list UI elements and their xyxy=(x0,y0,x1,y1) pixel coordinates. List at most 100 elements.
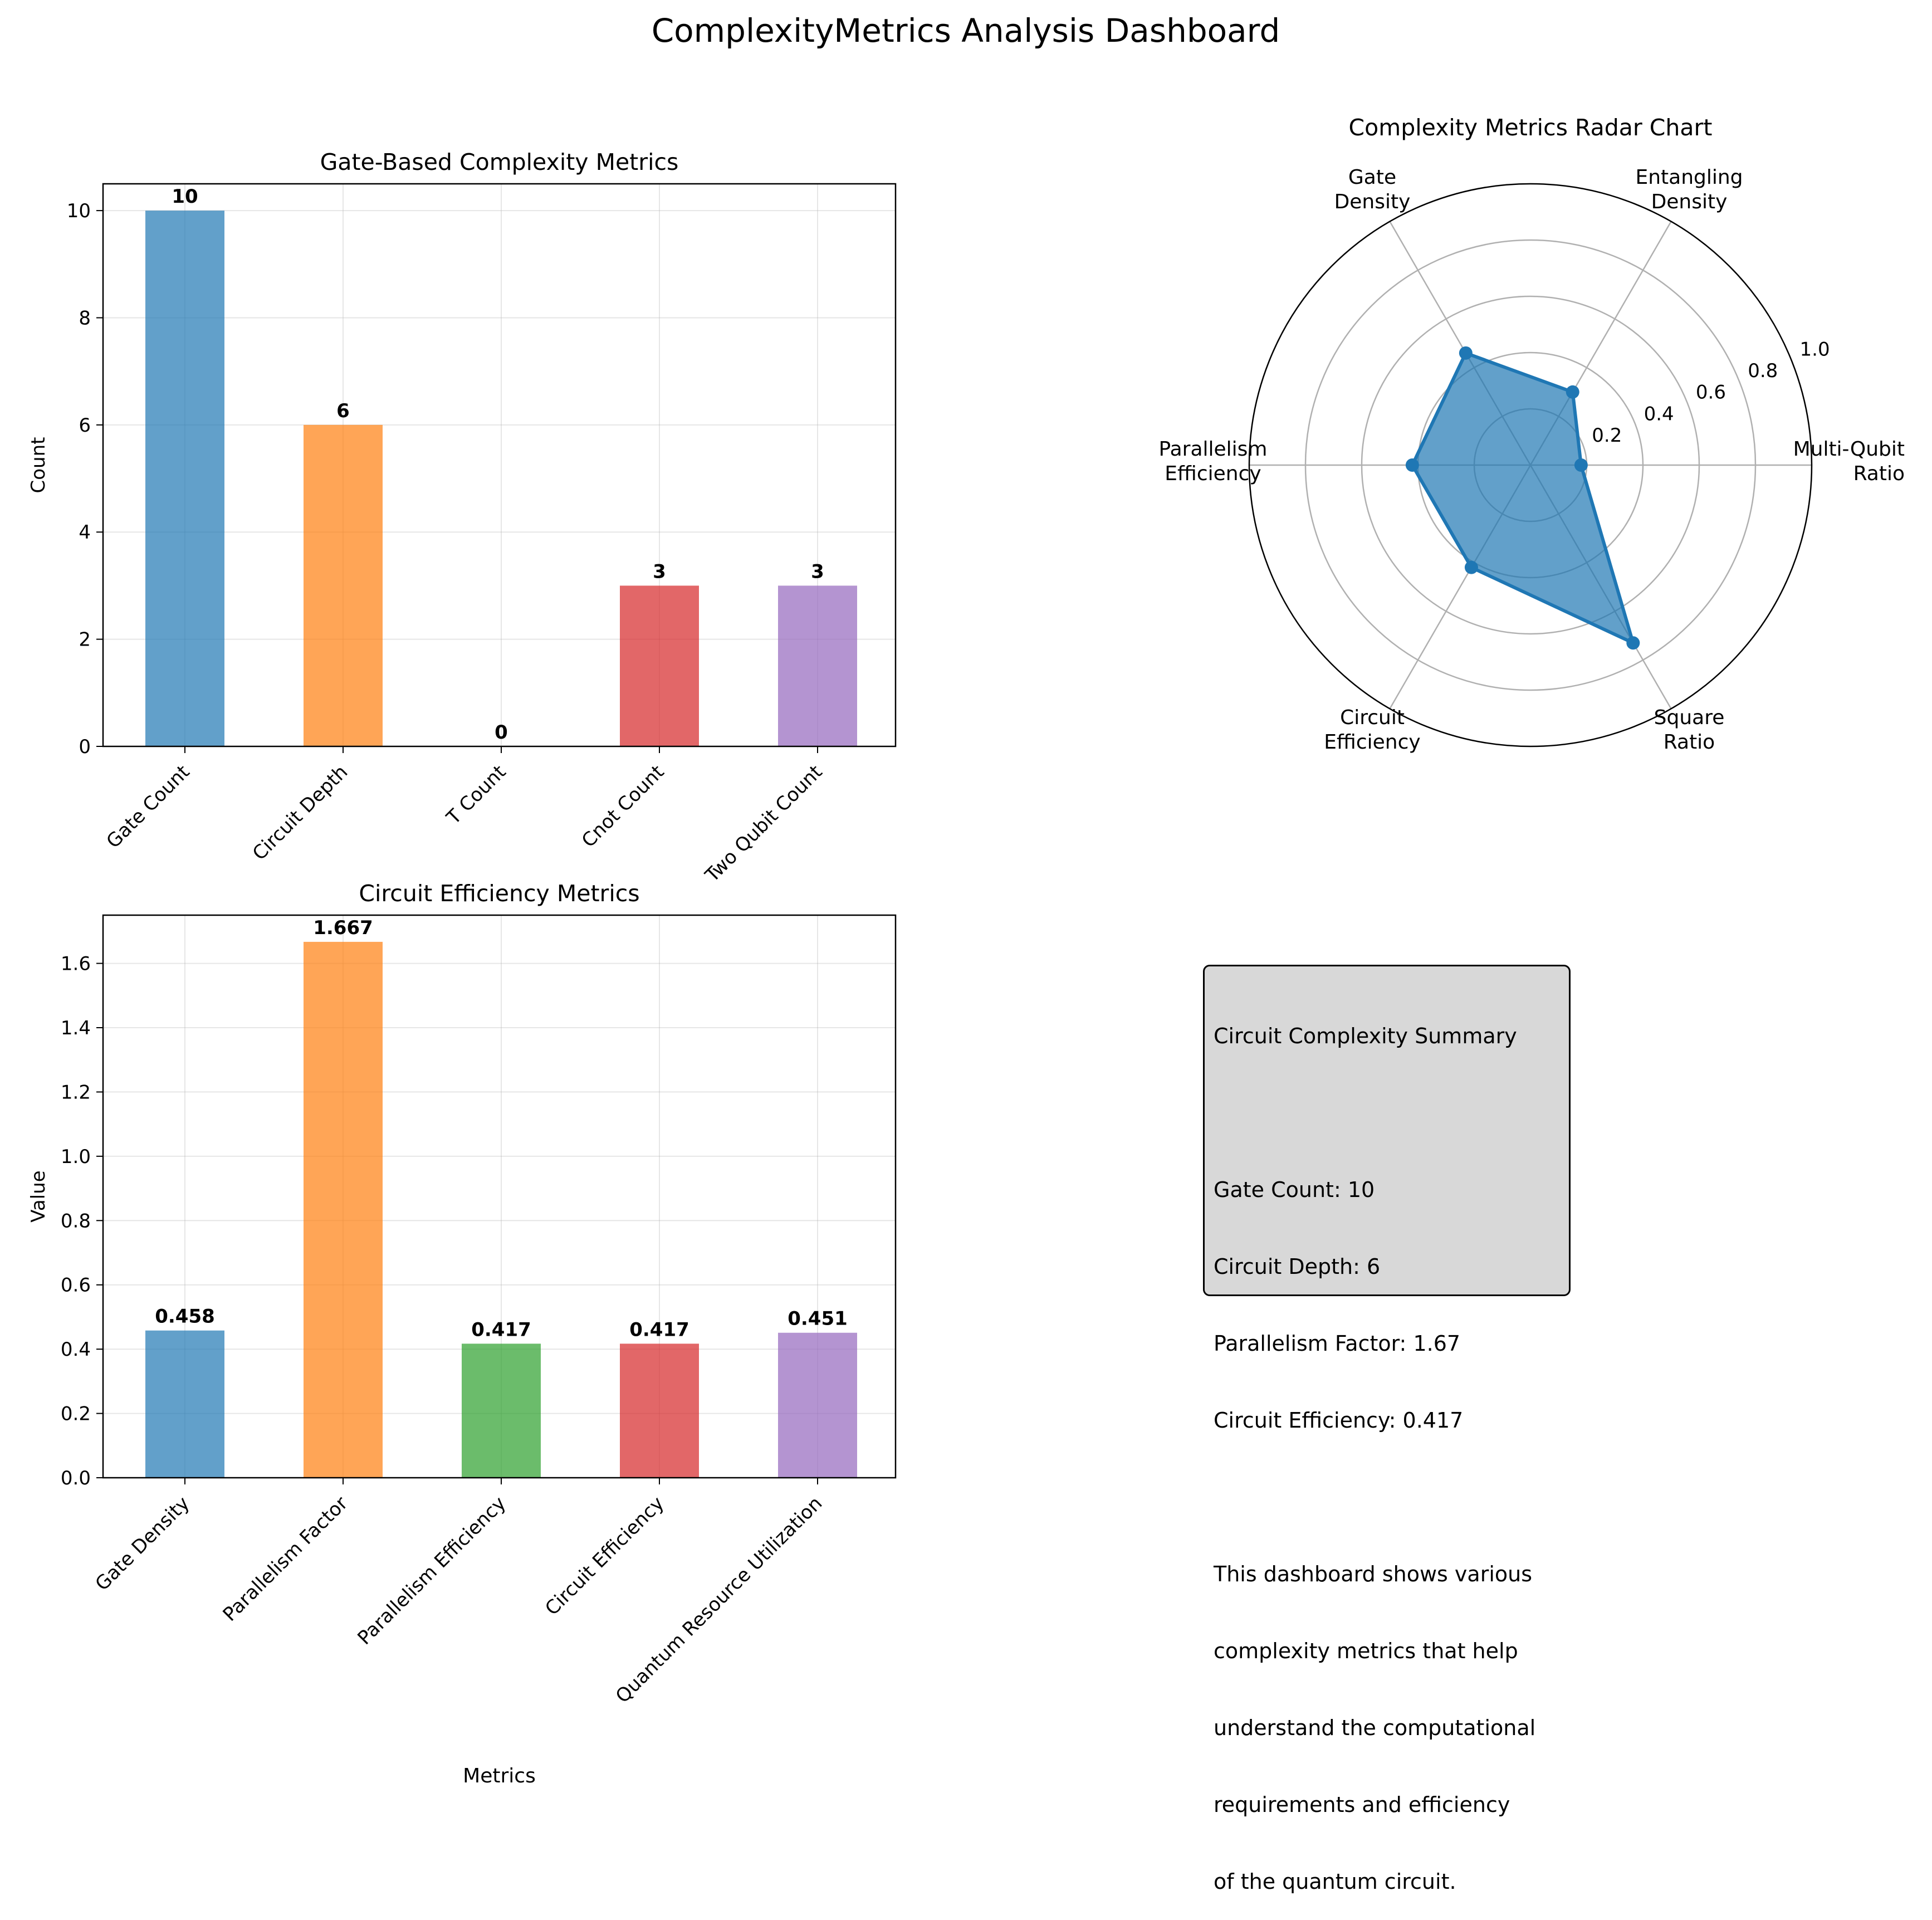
radar-axis-label-line: Gate xyxy=(1348,166,1396,189)
radar-axis-label-line: Entangling xyxy=(1635,166,1743,189)
radar-point xyxy=(1574,458,1588,472)
radial-tick-label: 1.0 xyxy=(1800,338,1830,360)
x-tick-label: Parallelism Efficiency xyxy=(353,1492,510,1649)
summary-line: Circuit Efficiency: 0.417 xyxy=(1214,1408,1464,1433)
summary-line: Circuit Complexity Summary xyxy=(1214,1024,1517,1048)
radar-point xyxy=(1626,636,1640,650)
radar-axis-label: Multi-Qubit Ratio xyxy=(1793,438,1905,485)
efficiency-metrics-bar xyxy=(778,1332,857,1478)
summary-line: understand the computational xyxy=(1214,1716,1536,1740)
y-tick-label: 1.0 xyxy=(61,1146,91,1168)
summary-line: Circuit Depth: 6 xyxy=(1214,1254,1381,1279)
efficiency-metrics-value-label: 0.417 xyxy=(471,1318,531,1341)
radar-axis-label-line: Ratio xyxy=(1853,462,1905,485)
gate-metrics-value-label: 6 xyxy=(336,400,350,422)
summary-line: Parallelism Factor: 1.67 xyxy=(1214,1331,1461,1356)
radar-point xyxy=(1464,560,1478,574)
radar-axis-label-line: Parallelism xyxy=(1159,438,1268,461)
dashboard-title: ComplexityMetrics Analysis Dashboard xyxy=(652,12,1280,50)
y-tick-label: 0.6 xyxy=(61,1274,91,1297)
radar-axis-label: Square Ratio xyxy=(1654,706,1725,754)
x-tick-label: Gate Count xyxy=(102,761,194,853)
radial-tick-label: 0.6 xyxy=(1696,382,1726,404)
y-tick-label: 0 xyxy=(79,736,91,758)
circuit-complexity-summary-box: Circuit Complexity Summary Gate Count: 1… xyxy=(1203,965,1571,1894)
efficiency-metrics-value-label: 0.458 xyxy=(155,1306,215,1328)
summary-line: complexity metrics that help xyxy=(1214,1639,1518,1663)
summary-line: of the quantum circuit. xyxy=(1214,1869,1456,1894)
y-tick-label: 1.2 xyxy=(61,1081,91,1103)
radar-axis-label-line: Ratio xyxy=(1664,731,1715,754)
radar-outer-frame xyxy=(1248,183,1813,748)
radar-axis-label-line: Efficiency xyxy=(1324,731,1420,754)
x-tick-label: Two Qubit Count xyxy=(701,761,826,887)
efficiency-metrics-bar xyxy=(620,1343,699,1478)
radar-fill-area xyxy=(1412,353,1633,643)
radar-axis-label: Circuit Efficiency xyxy=(1324,706,1420,754)
efficiency-metrics-value-label: 0.417 xyxy=(629,1318,689,1341)
x-tick-label: T Count xyxy=(442,761,511,829)
gate-metrics-bar xyxy=(145,211,224,747)
summary-line: This dashboard shows various xyxy=(1214,1562,1533,1586)
gate-metrics-bar xyxy=(620,585,699,746)
gate-metrics-value-label: 10 xyxy=(172,185,198,208)
radar-axis-label-line: Circuit xyxy=(1340,706,1405,729)
gate-metrics-bar xyxy=(304,424,383,746)
efficiency-metrics-bar xyxy=(145,1330,224,1478)
efficiency-metrics-bar xyxy=(462,1343,541,1478)
radar-axis-label-line: Square xyxy=(1654,706,1725,729)
x-tick-label: Circuit Depth xyxy=(248,761,353,865)
summary-line: requirements and efficiency xyxy=(1214,1792,1510,1817)
radar-title: Complexity Metrics Radar Chart xyxy=(1349,114,1713,141)
y-tick-label: 1.6 xyxy=(61,953,91,975)
efficiency-metrics-axes-frame xyxy=(102,914,897,1479)
radar-axis-label: Parallelism Efficiency xyxy=(1159,438,1268,485)
y-tick-label: 1.4 xyxy=(61,1017,91,1039)
x-tick-label: Parallelism Factor xyxy=(219,1492,353,1626)
efficiency-metrics-y-axis-label: Value xyxy=(27,1170,50,1222)
y-tick-label: 0.2 xyxy=(61,1403,91,1425)
gate-metrics-value-label: 0 xyxy=(495,721,508,744)
y-tick-label: 0.8 xyxy=(61,1210,91,1232)
gate-metrics-y-axis-label: Count xyxy=(27,437,50,494)
x-tick-label: Cnot Count xyxy=(578,761,668,852)
radial-tick-label: 0.2 xyxy=(1592,424,1622,447)
circuit-efficiency-chart: 0.458 1.667 0.417 0.417 0.451 0.0 0.2 0.4 0.6 0.8… xyxy=(27,880,897,1787)
summary-line: Gate Count: 10 xyxy=(1214,1178,1375,1202)
y-tick-label: 0.4 xyxy=(61,1338,91,1361)
gate-metrics-axes-frame xyxy=(102,183,897,748)
radial-tick-label: 0.8 xyxy=(1748,360,1778,382)
dashboard-canvas: ComplexityMetrics Analysis Dashboard 10 6… xyxy=(27,12,1905,1787)
radar-axis-label-line: Density xyxy=(1334,190,1411,213)
gate-metrics-bar xyxy=(778,585,857,746)
summary-line xyxy=(1214,1484,1569,1510)
gate-based-complexity-chart: 10 6 0 3 3 0 2 4 6 8 10 Gate Count Circuit Depth T Co… xyxy=(27,149,897,887)
y-tick-label: 6 xyxy=(79,414,91,437)
radar-axis-label-line: Multi-Qubit xyxy=(1793,438,1905,461)
efficiency-metrics-value-label: 0.451 xyxy=(788,1308,848,1330)
y-tick-label: 2 xyxy=(79,629,91,651)
radar-point xyxy=(1566,385,1579,399)
radar-point xyxy=(1405,458,1419,472)
x-tick-label: Circuit Efficiency xyxy=(541,1492,668,1620)
radial-tick-label: 0.4 xyxy=(1644,403,1674,425)
gate-metrics-value-label: 3 xyxy=(653,560,666,583)
radar-point xyxy=(1459,346,1473,360)
y-tick-label: 0.0 xyxy=(61,1467,91,1489)
radar-axis-label-line: Efficiency xyxy=(1165,462,1261,485)
y-tick-label: 10 xyxy=(67,200,91,222)
radar-axis-label: Gate Density xyxy=(1334,166,1411,213)
x-tick-label: Gate Density xyxy=(91,1492,194,1595)
gate-metrics-value-label: 3 xyxy=(811,560,824,583)
efficiency-metrics-value-label: 1.667 xyxy=(313,917,373,939)
radar-axis-label-line: Density xyxy=(1651,190,1728,213)
gate-metrics-title: Gate-Based Complexity Metrics xyxy=(320,149,679,175)
y-tick-label: 8 xyxy=(79,307,91,329)
y-tick-label: 4 xyxy=(79,521,91,544)
summary-line xyxy=(1214,1100,1569,1126)
efficiency-metrics-title: Circuit Efficiency Metrics xyxy=(359,880,639,907)
radar-axis-label: Entangling Density xyxy=(1635,166,1743,213)
efficiency-metrics-bar xyxy=(304,941,383,1478)
efficiency-metrics-x-axis-label: Metrics xyxy=(463,1765,536,1787)
